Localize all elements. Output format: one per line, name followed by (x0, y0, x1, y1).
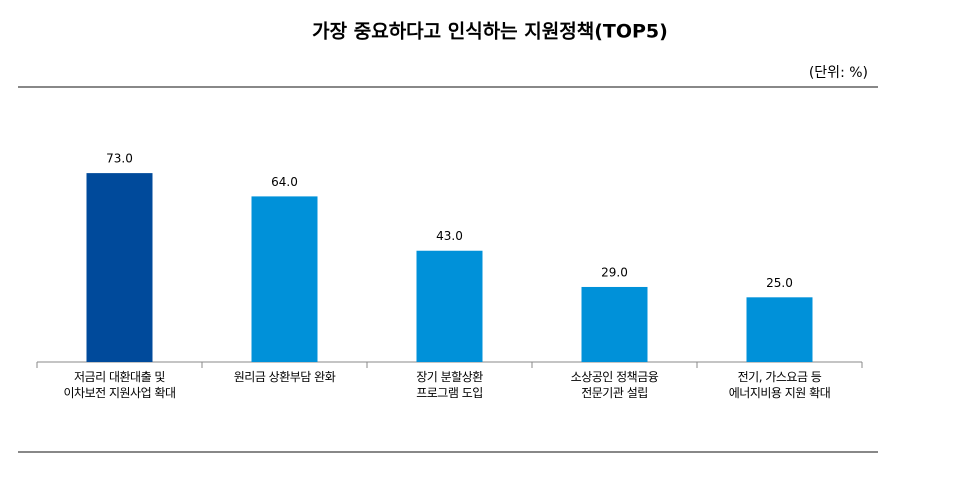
value-label: 25.0 (766, 276, 793, 290)
bar (251, 196, 318, 362)
value-label: 64.0 (271, 175, 298, 189)
bar (416, 250, 483, 362)
x-tick-label: 장기 분할상환 프로그램 도입 (416, 370, 483, 400)
bar (746, 297, 813, 362)
chart-title: 가장 중요하다고 인식하는 지원정책(TOP5) (312, 21, 668, 43)
x-tick-label: 소상공인 정책금융 전문기관 설립 (570, 370, 659, 400)
bar (581, 286, 648, 362)
x-tick-label: 저금리 대환대출 및 이차보전 지원사업 확대 (63, 370, 176, 400)
bar (86, 173, 153, 362)
chart-subtitle: (단위: %) (809, 65, 868, 81)
value-label: 43.0 (436, 229, 463, 243)
value-label: 29.0 (601, 265, 628, 279)
value-label: 73.0 (106, 152, 133, 166)
x-tick-label: 원리금 상환부담 완화 (233, 370, 336, 384)
x-tick-label: 전기, 가스요금 등 에너지비용 지원 확대 (728, 370, 831, 400)
